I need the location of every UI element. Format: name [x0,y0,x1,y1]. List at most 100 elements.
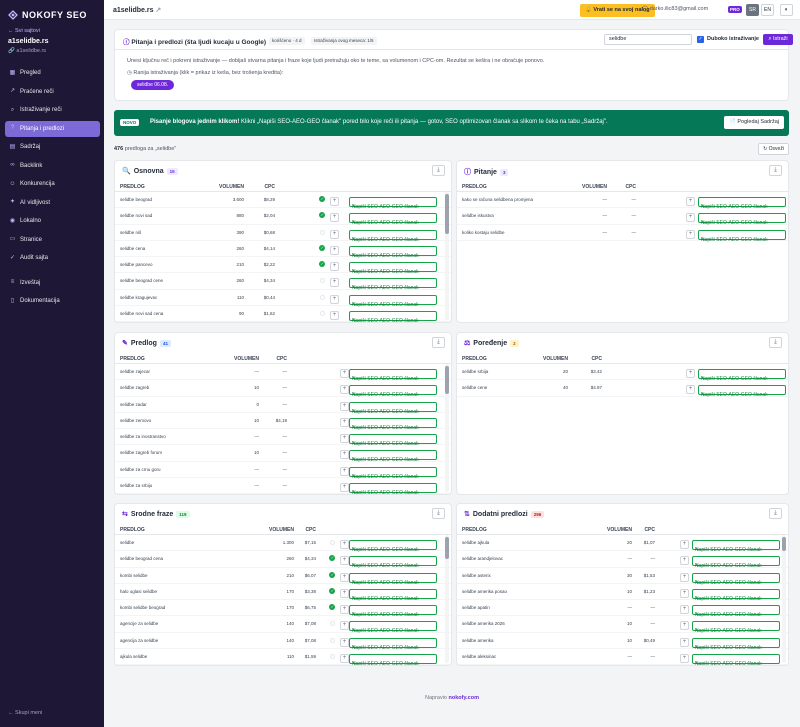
add-keyword-button[interactable]: + [680,540,689,549]
add-keyword-button[interactable]: + [686,385,695,395]
write-article-button[interactable]: ✎ Napiši SEO-AEO-GEO članak [349,434,437,447]
write-article-button[interactable]: ✎ Napiši SEO-AEO-GEO članak [349,369,437,382]
write-article-button[interactable]: ✎ Napiši SEO-AEO-GEO članak [698,385,786,398]
add-keyword-button[interactable]: + [686,197,695,206]
sidebar-item-pitanja-i-predlozi[interactable]: ? Pitanja i predlozi [5,120,100,137]
write-article-button[interactable]: ✎ Napiši SEO-AEO-GEO članak [349,197,437,210]
col-volume[interactable]: VOLUMEN [234,356,259,362]
sidebar-item-stranice[interactable]: ▭ Stranice [5,232,100,248]
scrollbar-thumb[interactable] [445,366,449,394]
write-article-button[interactable]: ✎ Napiši SEO-AEO-GEO članak [349,417,437,431]
history-item-button[interactable]: selidbe 06.08. [131,80,175,90]
write-article-button[interactable]: ✎ Napiši SEO-AEO-GEO članak [349,556,437,569]
write-article-button[interactable]: ✎ Napiši SEO-AEO-GEO članak [692,556,780,569]
add-keyword-button[interactable]: + [680,621,689,631]
add-keyword-button[interactable]: + [680,653,689,663]
col-keyword[interactable]: PREDLOG [462,527,487,533]
add-keyword-button[interactable]: + [330,278,339,288]
theme-toggle-icon[interactable]: ◐ [780,4,793,16]
write-article-button[interactable]: ✎ Napiši SEO-AEO-GEO članak [698,213,786,226]
write-article-button[interactable]: ✎ Napiši SEO-AEO-GEO članak [349,466,437,480]
write-article-button[interactable]: ✎ Napiši SEO-AEO-GEO članak [349,245,437,259]
col-volume[interactable]: VOLUMEN [582,184,607,190]
external-link-icon[interactable]: ↗ [155,7,162,14]
scrollbar[interactable] [445,364,449,492]
sidebar-item-ai-vidljivost[interactable]: ✦ AI vidljivost [5,195,100,211]
sidebar-item-lokalno[interactable]: ◉ Lokalno [5,213,100,229]
add-keyword-button[interactable]: + [340,653,349,663]
add-keyword-button[interactable]: + [340,588,349,598]
lang-en-button[interactable]: EN [761,4,774,16]
download-icon[interactable]: ⤓ [769,337,782,348]
add-keyword-button[interactable]: + [340,450,349,460]
return-to-account-button[interactable]: 🔒 Vrati se na svoj nalog [580,4,655,17]
add-keyword-button[interactable]: + [330,294,339,304]
write-article-button[interactable]: ✎ Napiši SEO-AEO-GEO članak [349,310,437,322]
write-article-button[interactable]: ✎ Napiši SEO-AEO-GEO članak [692,637,780,651]
col-cpc[interactable]: CPC [276,356,287,362]
write-article-button[interactable]: ✎ Napiši SEO-AEO-GEO članak [349,401,437,415]
write-article-button[interactable]: ✎ Napiši SEO-AEO-GEO članak [349,278,437,291]
deep-research-checkbox[interactable]: ✓ [697,36,704,43]
add-keyword-button[interactable]: + [340,466,349,476]
col-keyword[interactable]: PREDLOG [120,527,145,533]
download-icon[interactable]: ⤓ [769,165,782,176]
write-article-button[interactable]: ✎ Napiši SEO-AEO-GEO članak [698,229,786,243]
add-keyword-button[interactable]: + [330,213,339,223]
add-keyword-button[interactable]: + [340,417,349,427]
scrollbar-thumb[interactable] [445,537,449,559]
write-article-button[interactable]: ✎ Napiši SEO-AEO-GEO članak [698,369,786,382]
scrollbar[interactable] [782,535,786,663]
add-keyword-button[interactable]: + [330,245,339,255]
add-keyword-button[interactable]: + [340,482,349,492]
add-keyword-button[interactable]: + [340,637,349,647]
download-icon[interactable]: ⤓ [432,337,445,348]
write-article-button[interactable]: ✎ Napiši SEO-AEO-GEO članak [692,540,780,553]
collapse-menu-button[interactable]: ← Skupi meni [8,710,43,716]
view-content-button[interactable]: 📄 Pogledaj Sadržaj [724,116,784,129]
add-keyword-button[interactable]: + [680,572,689,582]
add-keyword-button[interactable]: + [686,369,695,378]
sidebar-item-audit-sajta[interactable]: ✓ Audit sajta [5,250,100,266]
footer-link[interactable]: nokofy.com [448,695,479,701]
add-keyword-button[interactable]: + [680,588,689,598]
brand-logo[interactable]: NOKOFY SEO [8,10,87,20]
download-icon[interactable]: ⤓ [769,508,782,519]
add-keyword-button[interactable]: + [340,605,349,614]
write-article-button[interactable]: ✎ Napiši SEO-AEO-GEO članak [349,262,437,275]
write-article-button[interactable]: ✎ Napiši SEO-AEO-GEO članak [349,621,437,634]
write-article-button[interactable]: ✎ Napiši SEO-AEO-GEO članak [349,213,437,226]
write-article-button[interactable]: ✎ Napiši SEO-AEO-GEO članak [349,294,437,308]
col-cpc[interactable]: CPC [591,356,602,362]
write-article-button[interactable]: ✎ Napiši SEO-AEO-GEO članak [349,653,437,665]
col-keyword[interactable]: PREDLOG [120,356,145,362]
write-article-button[interactable]: ✎ Napiši SEO-AEO-GEO članak [692,653,780,665]
scrollbar-thumb[interactable] [445,194,449,234]
sidebar-item-praćene-reči[interactable]: ↗ Praćene reči [5,84,100,100]
add-keyword-button[interactable]: + [680,637,689,647]
add-keyword-button[interactable]: + [680,556,689,566]
write-article-button[interactable]: ✎ Napiši SEO-AEO-GEO članak [349,588,437,602]
sidebar-item-konkurencija[interactable]: ☺ Konkurencija [5,176,100,192]
col-keyword[interactable]: PREDLOG [462,356,487,362]
col-cpc[interactable]: CPC [264,184,275,190]
write-article-button[interactable]: ✎ Napiši SEO-AEO-GEO članak [349,229,437,243]
sidebar-item-sadržaj[interactable]: ▤ Sadržaj [5,139,100,155]
add-keyword-button[interactable]: + [340,369,349,378]
scrollbar[interactable] [445,192,449,320]
download-icon[interactable]: ⤓ [432,508,445,519]
keyword-input[interactable]: selidbe [604,34,692,45]
add-keyword-button[interactable]: + [680,605,689,614]
write-article-button[interactable]: ✎ Napiši SEO-AEO-GEO članak [692,605,780,618]
add-keyword-button[interactable]: + [340,621,349,631]
lang-sr-button[interactable]: SR [746,4,759,16]
col-volume[interactable]: VOLUMEN [269,527,294,533]
add-keyword-button[interactable]: + [330,262,339,271]
add-keyword-button[interactable]: + [340,434,349,443]
add-keyword-button[interactable]: + [330,197,339,206]
research-button[interactable]: ⌕ Istraži [763,34,793,45]
col-cpc[interactable]: CPC [644,527,655,533]
col-cpc[interactable]: CPC [305,527,316,533]
sidebar-item-pregled[interactable]: ▦ Pregled [5,65,100,81]
add-keyword-button[interactable]: + [340,572,349,582]
